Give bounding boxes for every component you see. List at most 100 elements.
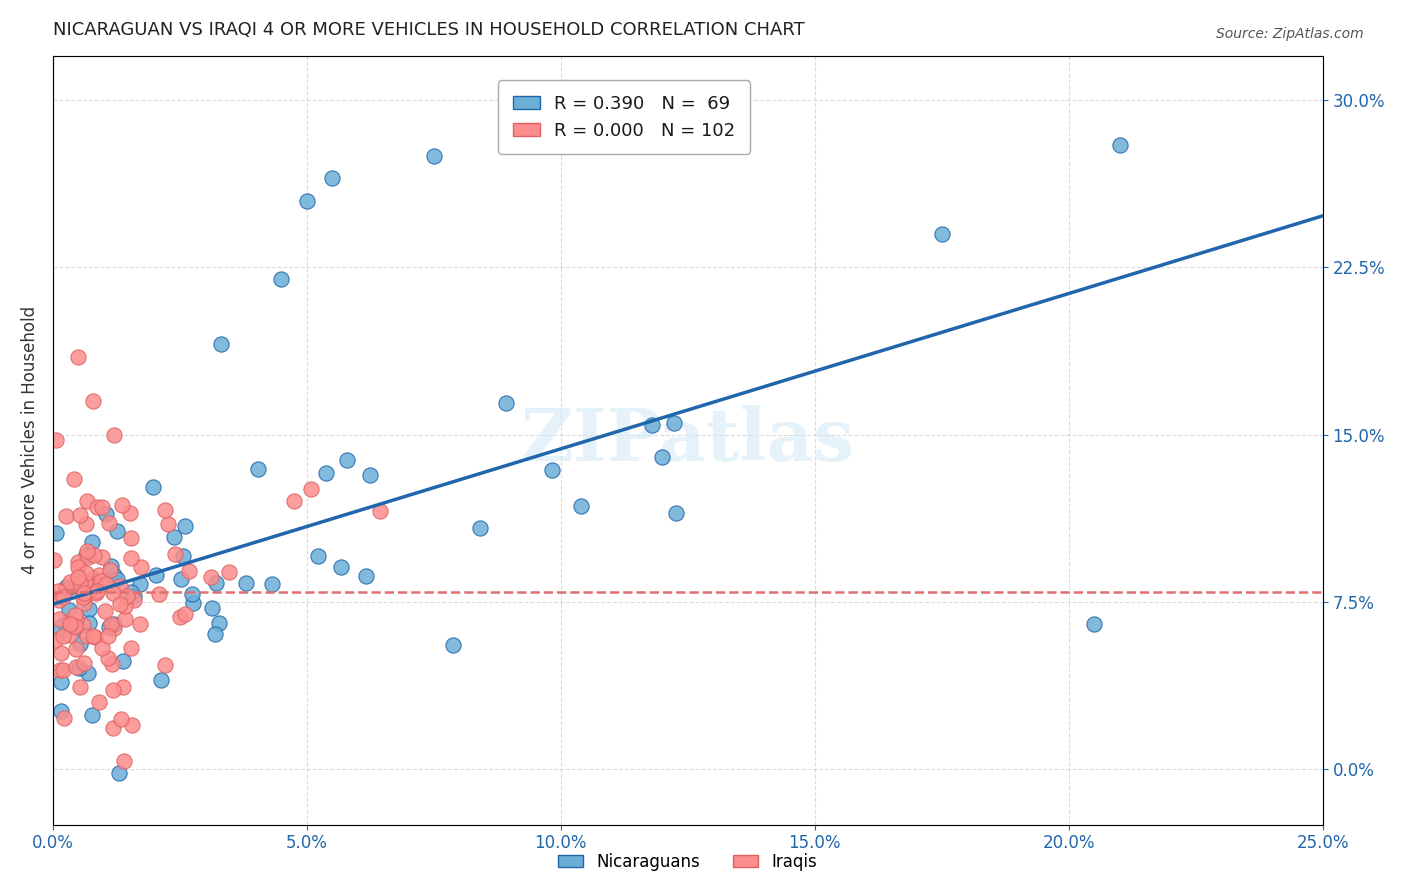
Iraqis	[55, 508, 77, 523]
Nicaraguans	[98, 620, 121, 634]
Text: ZIPatlas: ZIPatlas	[520, 405, 855, 475]
Iraqis	[87, 568, 110, 582]
Iraqis	[69, 575, 91, 590]
Iraqis	[173, 607, 195, 621]
Iraqis	[96, 629, 118, 643]
Iraqis	[98, 563, 121, 577]
Iraqis	[101, 682, 124, 697]
Nicaraguans	[105, 572, 128, 586]
Iraqis	[75, 566, 97, 581]
Nicaraguans	[59, 580, 82, 594]
Iraqis	[114, 754, 136, 768]
Nicaraguans	[540, 463, 562, 477]
Iraqis	[76, 587, 98, 601]
Nicaraguans	[120, 585, 142, 599]
Iraqis	[44, 632, 66, 647]
Iraqis	[103, 721, 125, 735]
Iraqis	[84, 630, 107, 644]
Nicaraguans	[204, 627, 226, 641]
Iraqis	[53, 711, 76, 725]
Nicaraguans	[122, 589, 145, 603]
Nicaraguans	[201, 600, 224, 615]
Nicaraguans	[100, 558, 122, 573]
Nicaraguans	[49, 675, 72, 690]
Iraqis	[52, 590, 75, 604]
Iraqis	[90, 574, 112, 588]
Nicaraguans	[235, 575, 257, 590]
Iraqis	[165, 547, 187, 561]
Iraqis	[58, 615, 80, 630]
Nicaraguans	[103, 616, 125, 631]
Nicaraguans	[77, 666, 100, 681]
Nicaraguans	[295, 194, 318, 208]
Nicaraguans	[82, 535, 104, 549]
Nicaraguans	[172, 549, 194, 564]
Iraqis	[67, 555, 90, 569]
Iraqis	[73, 656, 96, 670]
Nicaraguans	[180, 587, 202, 601]
Iraqis	[67, 350, 90, 364]
Nicaraguans	[67, 660, 90, 674]
Nicaraguans	[307, 549, 329, 563]
Iraqis	[63, 472, 86, 486]
Nicaraguans	[468, 521, 491, 535]
Iraqis	[283, 494, 305, 508]
Nicaraguans	[163, 530, 186, 544]
Iraqis	[218, 565, 240, 579]
Iraqis	[67, 560, 90, 574]
Nicaraguans	[359, 468, 381, 483]
Nicaraguans	[662, 416, 685, 430]
Nicaraguans	[329, 560, 352, 574]
Iraqis	[120, 640, 142, 655]
Iraqis	[77, 550, 100, 565]
Legend: Nicaraguans, Iraqis: Nicaraguans, Iraqis	[551, 847, 824, 878]
Iraqis	[124, 592, 146, 607]
Iraqis	[108, 597, 131, 611]
Iraqis	[76, 544, 98, 558]
Nicaraguans	[495, 395, 517, 409]
Nicaraguans	[441, 638, 464, 652]
Nicaraguans	[45, 526, 67, 541]
Iraqis	[75, 516, 97, 531]
Iraqis	[98, 516, 121, 530]
Nicaraguans	[58, 603, 80, 617]
Iraqis	[49, 646, 72, 660]
Iraqis	[73, 596, 96, 610]
Nicaraguans	[129, 576, 152, 591]
Iraqis	[108, 579, 131, 593]
Iraqis	[63, 619, 86, 633]
Iraqis	[49, 663, 72, 677]
Nicaraguans	[209, 337, 232, 351]
Iraqis	[87, 695, 110, 709]
Iraqis	[148, 586, 170, 600]
Iraqis	[129, 560, 152, 574]
Y-axis label: 4 or more Vehicles in Household: 4 or more Vehicles in Household	[21, 306, 39, 574]
Iraqis	[120, 506, 142, 520]
Iraqis	[65, 611, 87, 625]
Iraqis	[157, 517, 180, 532]
Iraqis	[120, 532, 142, 546]
Nicaraguans	[260, 577, 283, 591]
Iraqis	[100, 616, 122, 631]
Nicaraguans	[69, 637, 91, 651]
Iraqis	[65, 660, 87, 674]
Iraqis	[368, 503, 391, 517]
Nicaraguans	[183, 596, 205, 610]
Iraqis	[114, 599, 136, 614]
Iraqis	[93, 604, 115, 618]
Iraqis	[155, 658, 177, 673]
Iraqis	[45, 433, 67, 447]
Iraqis	[69, 680, 91, 694]
Nicaraguans	[208, 615, 231, 630]
Iraqis	[82, 571, 104, 585]
Iraqis	[179, 564, 201, 578]
Iraqis	[46, 584, 69, 599]
Iraqis	[75, 574, 97, 589]
Nicaraguans	[931, 227, 953, 241]
Nicaraguans	[571, 499, 593, 513]
Nicaraguans	[77, 615, 100, 630]
Iraqis	[84, 586, 107, 600]
Iraqis	[52, 629, 75, 643]
Iraqis	[48, 612, 70, 626]
Iraqis	[110, 712, 132, 726]
